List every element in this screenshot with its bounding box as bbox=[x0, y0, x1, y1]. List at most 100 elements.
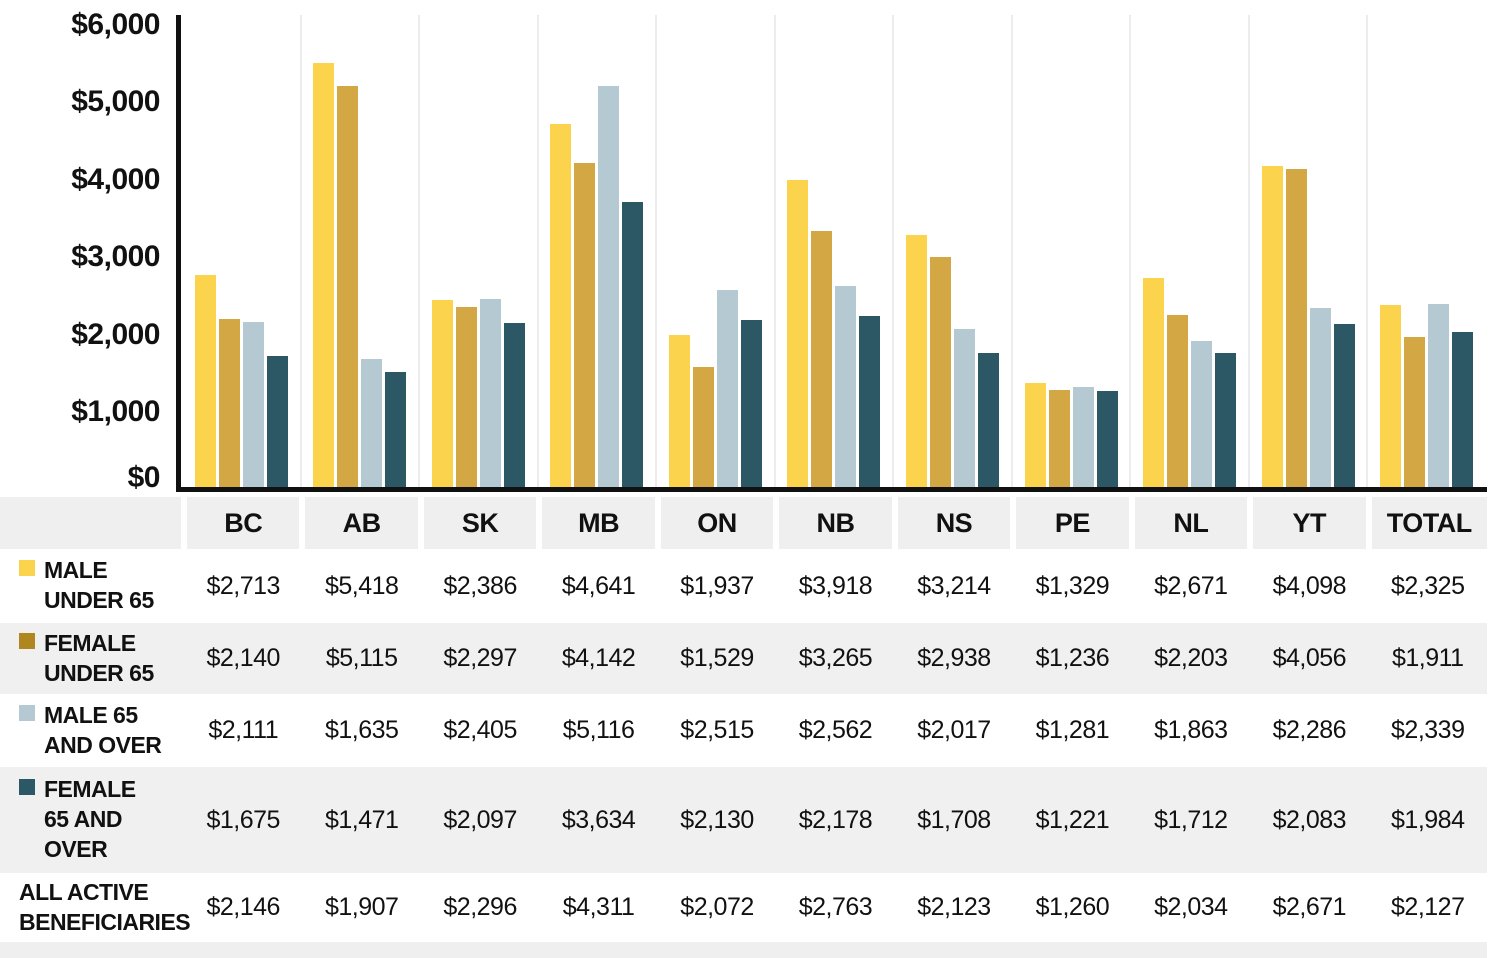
bar-female-65-and-over-nl bbox=[1215, 353, 1237, 487]
column-header-ab: AB bbox=[302, 497, 421, 549]
bar-group-pe bbox=[1012, 383, 1131, 487]
row-label: FEMALE 65 AND OVER bbox=[44, 775, 136, 865]
bar-male-65-and-over-bc bbox=[242, 322, 264, 487]
value-cell-female-65-and-over-total: $1,984 bbox=[1391, 805, 1465, 834]
y-tick-label-3000: $3,000 bbox=[71, 240, 160, 274]
value-cell-male-under-65-ns: $3,214 bbox=[917, 571, 991, 600]
bar-female-65-and-over-nb bbox=[859, 316, 881, 487]
row-label: MALE UNDER 65 bbox=[44, 556, 154, 616]
row-label-line: MALE bbox=[44, 557, 108, 584]
bar-female-65-and-over-mb bbox=[622, 202, 644, 487]
bar-female-65-and-over-ab bbox=[385, 372, 407, 487]
bar-male-under-65-bc bbox=[194, 275, 216, 487]
value-cell-all-active-beneficiaries-ns: $2,123 bbox=[917, 893, 991, 921]
y-tick-label-6000: $6,000 bbox=[71, 8, 160, 41]
bar-female-65-and-over-pe bbox=[1096, 391, 1118, 487]
column-header-nb: NB bbox=[776, 497, 895, 549]
bar-chart: $6,000 $5,000 $4,000 $3,000 $2,000 $1,000 $0 bbox=[71, 8, 1487, 495]
group-separator bbox=[773, 15, 776, 487]
y-tick-label-0: $0 bbox=[127, 461, 161, 495]
value-cell-female-65-and-over-nl: $1,712 bbox=[1154, 805, 1228, 834]
row-label-wrap: MALE UNDER 65 bbox=[19, 556, 154, 616]
bar-male-under-65-yt bbox=[1261, 166, 1283, 487]
value-cell-male-under-65-yt: $4,098 bbox=[1272, 571, 1347, 600]
value-cell-all-active-beneficiaries-nl: $2,034 bbox=[1154, 893, 1228, 921]
row-label-line: UNDER 65 bbox=[44, 659, 154, 686]
row-label-line: BENEFICIARIES bbox=[19, 908, 191, 935]
group-separator bbox=[655, 15, 658, 487]
group-separator bbox=[299, 15, 302, 487]
value-cell-male-under-65-on: $1,937 bbox=[680, 571, 754, 600]
value-cell-male-under-65-mb: $4,641 bbox=[561, 571, 636, 600]
bar-female-65-and-over-sk bbox=[503, 323, 525, 487]
bar-male-65-and-over-ns bbox=[954, 329, 976, 487]
x-axis-line bbox=[176, 487, 1487, 492]
legend-swatch-female-65-and-over bbox=[19, 779, 35, 796]
value-cell-female-under-65-pe: $1,236 bbox=[1035, 644, 1110, 672]
row-label-wrap: FEMALE UNDER 65 bbox=[19, 629, 154, 689]
value-cell-female-under-65-yt: $4,056 bbox=[1272, 644, 1347, 672]
row-label-line: AND OVER bbox=[44, 731, 162, 758]
bar-group-mb bbox=[538, 86, 657, 487]
value-cell-male-65-and-over-nl: $1,863 bbox=[1154, 716, 1228, 744]
value-cell-all-active-beneficiaries-bc: $2,146 bbox=[206, 893, 280, 921]
table-row-female-under-65: FEMALE UNDER 65 $2,140 $5,115 $2,297 $4,142 $1… bbox=[0, 623, 1487, 694]
bar-male-under-65-mb bbox=[550, 124, 572, 487]
value-cell-female-under-65-mb: $4,142 bbox=[561, 644, 636, 672]
value-cell-all-active-beneficiaries-total: $2,127 bbox=[1391, 893, 1465, 921]
bar-female-under-65-yt bbox=[1285, 169, 1307, 487]
bar-female-65-and-over-bc bbox=[266, 356, 288, 487]
bar-female-65-and-over-on bbox=[740, 320, 762, 487]
bottom-strip bbox=[0, 942, 1487, 958]
column-header-bc: BC bbox=[184, 497, 303, 549]
bar-group-total bbox=[1367, 304, 1486, 487]
bar-male-65-and-over-nb bbox=[835, 286, 857, 487]
value-cell-all-active-beneficiaries-mb: $4,311 bbox=[562, 893, 635, 921]
bar-female-under-65-bc bbox=[218, 319, 240, 487]
bar-male-under-65-nb bbox=[787, 180, 809, 487]
row-label-line: 65 AND bbox=[44, 806, 122, 833]
row-label-line: OVER bbox=[44, 835, 108, 862]
y-tick-label-1000: $1,000 bbox=[71, 395, 160, 428]
value-cell-all-active-beneficiaries-on: $2,072 bbox=[680, 893, 754, 921]
value-cell-male-under-65-sk: $2,386 bbox=[443, 571, 517, 600]
row-label: ALL ACTIVE BENEFICIARIES bbox=[19, 878, 191, 938]
value-cell-female-under-65-ab: $5,115 bbox=[325, 644, 398, 672]
row-label-cell-all-active-beneficiaries: ALL ACTIVE BENEFICIARIES bbox=[0, 873, 191, 942]
value-cell-male-65-and-over-total: $2,339 bbox=[1391, 716, 1465, 744]
group-separator bbox=[1247, 15, 1250, 487]
bar-female-under-65-mb bbox=[574, 163, 596, 487]
column-header-nl: NL bbox=[1131, 497, 1251, 549]
row-label-wrap: FEMALE 65 AND OVER bbox=[19, 775, 136, 865]
column-header-pe: PE bbox=[1013, 497, 1132, 549]
value-cell-female-65-and-over-on: $2,130 bbox=[680, 805, 754, 834]
value-cell-male-65-and-over-pe: $1,281 bbox=[1035, 716, 1110, 744]
value-cell-female-under-65-sk: $2,297 bbox=[443, 644, 517, 672]
row-label-cell-male-65-and-over: MALE 65 AND OVER bbox=[0, 694, 184, 767]
legend-swatch-male-under-65 bbox=[19, 560, 35, 577]
bar-male-under-65-nl bbox=[1143, 278, 1165, 487]
y-tick-label-5000: $5,000 bbox=[71, 85, 160, 119]
row-label: FEMALE UNDER 65 bbox=[44, 629, 154, 689]
data-table: BC AB SK MB ON NB NS PE NL YT TOTAL MALE UNDER 65 $2,… bbox=[0, 497, 1487, 942]
value-cell-female-65-and-over-nb: $2,178 bbox=[798, 805, 873, 834]
value-cell-female-under-65-bc: $2,140 bbox=[206, 644, 280, 672]
value-cell-all-active-beneficiaries-nb: $2,763 bbox=[798, 893, 873, 921]
bar-male-under-65-on bbox=[668, 335, 690, 487]
value-cell-male-under-65-nl: $2,671 bbox=[1154, 571, 1228, 600]
table-corner-cell bbox=[0, 497, 184, 549]
bar-male-under-65-total bbox=[1380, 305, 1402, 487]
value-cell-male-65-and-over-bc: $2,111 bbox=[208, 716, 279, 744]
bar-female-under-65-pe bbox=[1048, 390, 1070, 487]
column-header-sk: SK bbox=[420, 497, 540, 549]
value-cell-female-65-and-over-ab: $1,471 bbox=[324, 805, 399, 834]
value-cell-female-under-65-nb: $3,265 bbox=[798, 644, 873, 672]
bar-male-65-and-over-yt bbox=[1309, 308, 1331, 487]
value-cell-male-under-65-total: $2,325 bbox=[1391, 571, 1465, 600]
table-row-male-under-65: MALE UNDER 65 $2,713 $5,418 $2,386 $4,641 $1,9… bbox=[0, 549, 1487, 623]
bar-male-65-and-over-on bbox=[716, 290, 738, 487]
bar-group-on bbox=[656, 290, 775, 487]
row-label-line: MALE 65 bbox=[44, 701, 138, 728]
table-row-male-65-and-over: MALE 65 AND OVER $2,111 $1,635 $2,405 $5,116 $… bbox=[0, 694, 1487, 767]
